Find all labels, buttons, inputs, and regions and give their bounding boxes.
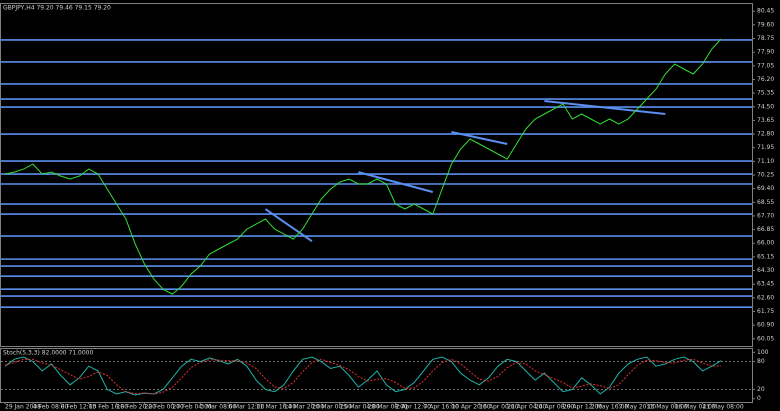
trend-line <box>264 208 313 242</box>
x-tick-label: 21 Apr 04:00 <box>507 404 546 411</box>
y-tick-label: 73.65 <box>757 117 774 124</box>
y-tick-label: 72.80 <box>757 131 774 138</box>
x-tick-label: 24 Apr 08:00 <box>535 404 574 411</box>
y-tick-label: 100 <box>757 349 769 356</box>
stoch-panel <box>0 348 753 403</box>
y-tick-label: 66.85 <box>757 226 774 233</box>
x-tick-label: 4 Feb 08:00 <box>33 404 69 411</box>
x-tick-label: 28 Mar 08:00 <box>368 404 408 411</box>
x-tick-label: 13 May 00:00 <box>647 404 688 411</box>
x-tick-label: 2 Apr 12:00 <box>396 404 431 411</box>
x-tick-label: 7 May 20:00 <box>619 404 657 411</box>
series-line <box>4 358 722 395</box>
y-tick-label: 60.05 <box>757 335 774 342</box>
x-tick-label: 6 Mar 12:00 <box>228 404 264 411</box>
y-tick-label: 61.75 <box>757 308 774 315</box>
x-tick-label: 29 Jan 2008 <box>5 404 41 411</box>
x-tick-label: 11 Mar 16:00 <box>256 404 296 411</box>
y-tick-label: 62.60 <box>757 294 774 301</box>
x-tick-label: 27 Feb 04:00 <box>172 404 212 411</box>
y-tick-label: 65.15 <box>757 253 774 260</box>
y-tick-label: 0 <box>757 395 761 402</box>
y-tick-label: 78.75 <box>757 35 774 42</box>
y-tick-label: 77.90 <box>757 49 774 56</box>
y-tick-label: 74.50 <box>757 103 774 110</box>
y-tick-label: 20 <box>757 386 765 393</box>
x-tick-label: 10 Apr 20:00 <box>451 404 490 411</box>
y-tick-label: 80 <box>757 358 765 365</box>
y-tick-label: 75.35 <box>757 90 774 97</box>
y-tick-label: 71.10 <box>757 158 774 165</box>
x-tick-label: 14 Mar 20:00 <box>284 404 324 411</box>
x-tick-label: 21 May 08:00 <box>703 404 744 411</box>
x-tick-label: 16 Apr 00:00 <box>479 404 518 411</box>
y-tick-label: 60.90 <box>757 322 774 329</box>
series-line <box>4 356 722 396</box>
y-tick-label: 64.30 <box>757 267 774 274</box>
stoch-title: Stoch(5,3,3) 82.0000 71.0000 <box>3 350 94 357</box>
y-tick-label: 67.70 <box>757 212 774 219</box>
x-tick-label: 2 May 16:00 <box>591 404 629 411</box>
x-tick-label: 3 Mar 08:00 <box>200 404 236 411</box>
x-tick-label: 22 Feb 00:00 <box>145 404 185 411</box>
y-tick-label: 70.25 <box>757 172 774 179</box>
x-tick-label: 13 Feb 16:00 <box>89 404 129 411</box>
y-tick-label: 71.95 <box>757 144 774 151</box>
y-tick-label: 66.00 <box>757 240 774 247</box>
y-tick-label: 69.40 <box>757 185 774 192</box>
y-tick-label: 68.55 <box>757 199 774 206</box>
y-tick-label: 63.45 <box>757 281 774 288</box>
y-tick-label: 80.45 <box>757 8 774 15</box>
y-tick-label: 77.05 <box>757 62 774 69</box>
trend-line <box>358 171 434 193</box>
y-tick-label: 76.20 <box>757 76 774 83</box>
x-tick-label: 29 Apr 12:00 <box>563 404 602 411</box>
x-tick-label: 20 Mar 00:00 <box>312 404 352 411</box>
x-tick-label: 8 Feb 12:00 <box>61 404 97 411</box>
x-tick-label: 7 Apr 16:00 <box>424 404 459 411</box>
x-tick-label: 18 Feb 20:00 <box>117 404 157 411</box>
y-tick-label: 79.60 <box>757 21 774 28</box>
series-line <box>4 38 722 295</box>
trend-line <box>544 99 666 115</box>
price-title: GBPJPY,H4 79.20 79.46 79.15 79.20 <box>3 5 111 12</box>
x-tick-label: 16 May 04:00 <box>675 404 716 411</box>
trend-line <box>451 130 508 145</box>
x-tick-label: 25 Mar 04:00 <box>340 404 380 411</box>
